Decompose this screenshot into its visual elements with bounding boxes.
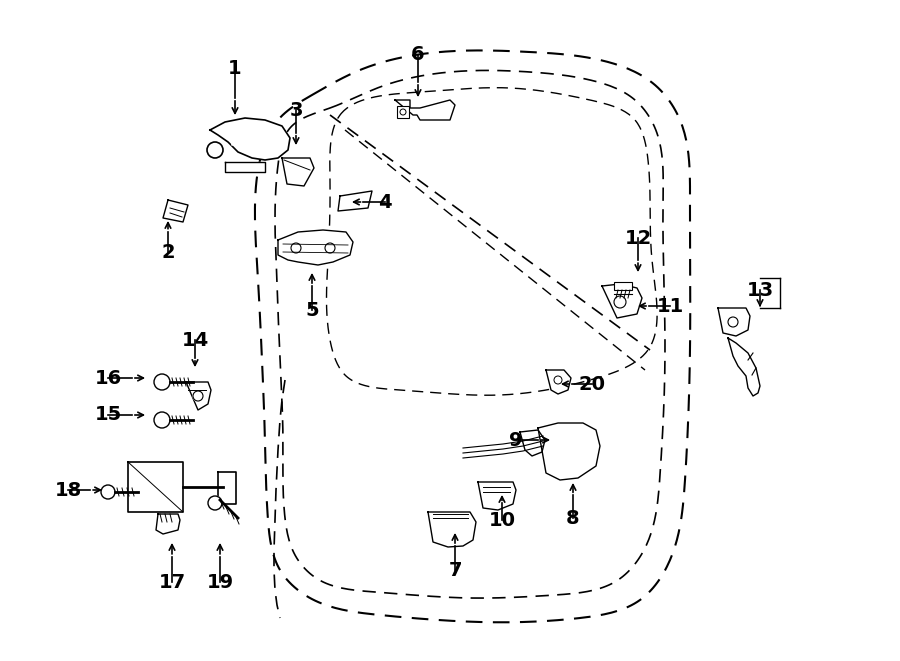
Polygon shape: [186, 382, 211, 410]
Text: 12: 12: [625, 229, 652, 247]
Circle shape: [101, 485, 115, 499]
Text: 2: 2: [161, 243, 175, 262]
Text: 5: 5: [305, 301, 319, 319]
Polygon shape: [395, 100, 455, 120]
Text: 8: 8: [566, 508, 580, 527]
Text: 7: 7: [448, 561, 462, 580]
Polygon shape: [278, 230, 353, 265]
Polygon shape: [282, 158, 314, 186]
Polygon shape: [602, 284, 642, 318]
Text: 19: 19: [206, 572, 234, 592]
Bar: [397, 106, 409, 118]
Text: 14: 14: [182, 330, 209, 350]
Circle shape: [207, 142, 223, 158]
Circle shape: [554, 376, 562, 384]
Text: 15: 15: [94, 405, 122, 424]
Text: 13: 13: [746, 280, 774, 299]
Circle shape: [614, 296, 626, 308]
Polygon shape: [718, 308, 750, 336]
Text: 20: 20: [579, 375, 606, 393]
Text: 6: 6: [411, 46, 425, 65]
Circle shape: [193, 391, 203, 401]
Polygon shape: [546, 370, 571, 394]
Polygon shape: [538, 423, 600, 480]
Circle shape: [325, 243, 335, 253]
Text: 9: 9: [509, 430, 523, 449]
Circle shape: [154, 412, 170, 428]
Polygon shape: [225, 162, 265, 172]
Polygon shape: [128, 462, 183, 512]
Polygon shape: [520, 430, 545, 456]
Text: 11: 11: [656, 297, 684, 315]
Bar: [614, 282, 632, 290]
Circle shape: [291, 243, 301, 253]
Text: 18: 18: [54, 481, 82, 500]
Text: 16: 16: [94, 368, 122, 387]
Text: 10: 10: [489, 510, 516, 529]
Text: 1: 1: [229, 59, 242, 77]
Polygon shape: [428, 512, 476, 547]
Circle shape: [208, 496, 222, 510]
Polygon shape: [163, 200, 188, 222]
Circle shape: [728, 317, 738, 327]
Polygon shape: [156, 514, 180, 534]
Polygon shape: [338, 191, 372, 211]
Text: 17: 17: [158, 572, 185, 592]
Text: 3: 3: [289, 100, 302, 120]
Polygon shape: [210, 118, 290, 160]
Polygon shape: [230, 132, 275, 145]
Circle shape: [400, 109, 406, 115]
Polygon shape: [218, 472, 236, 504]
Polygon shape: [478, 482, 516, 510]
Text: 4: 4: [378, 192, 392, 212]
Circle shape: [154, 374, 170, 390]
